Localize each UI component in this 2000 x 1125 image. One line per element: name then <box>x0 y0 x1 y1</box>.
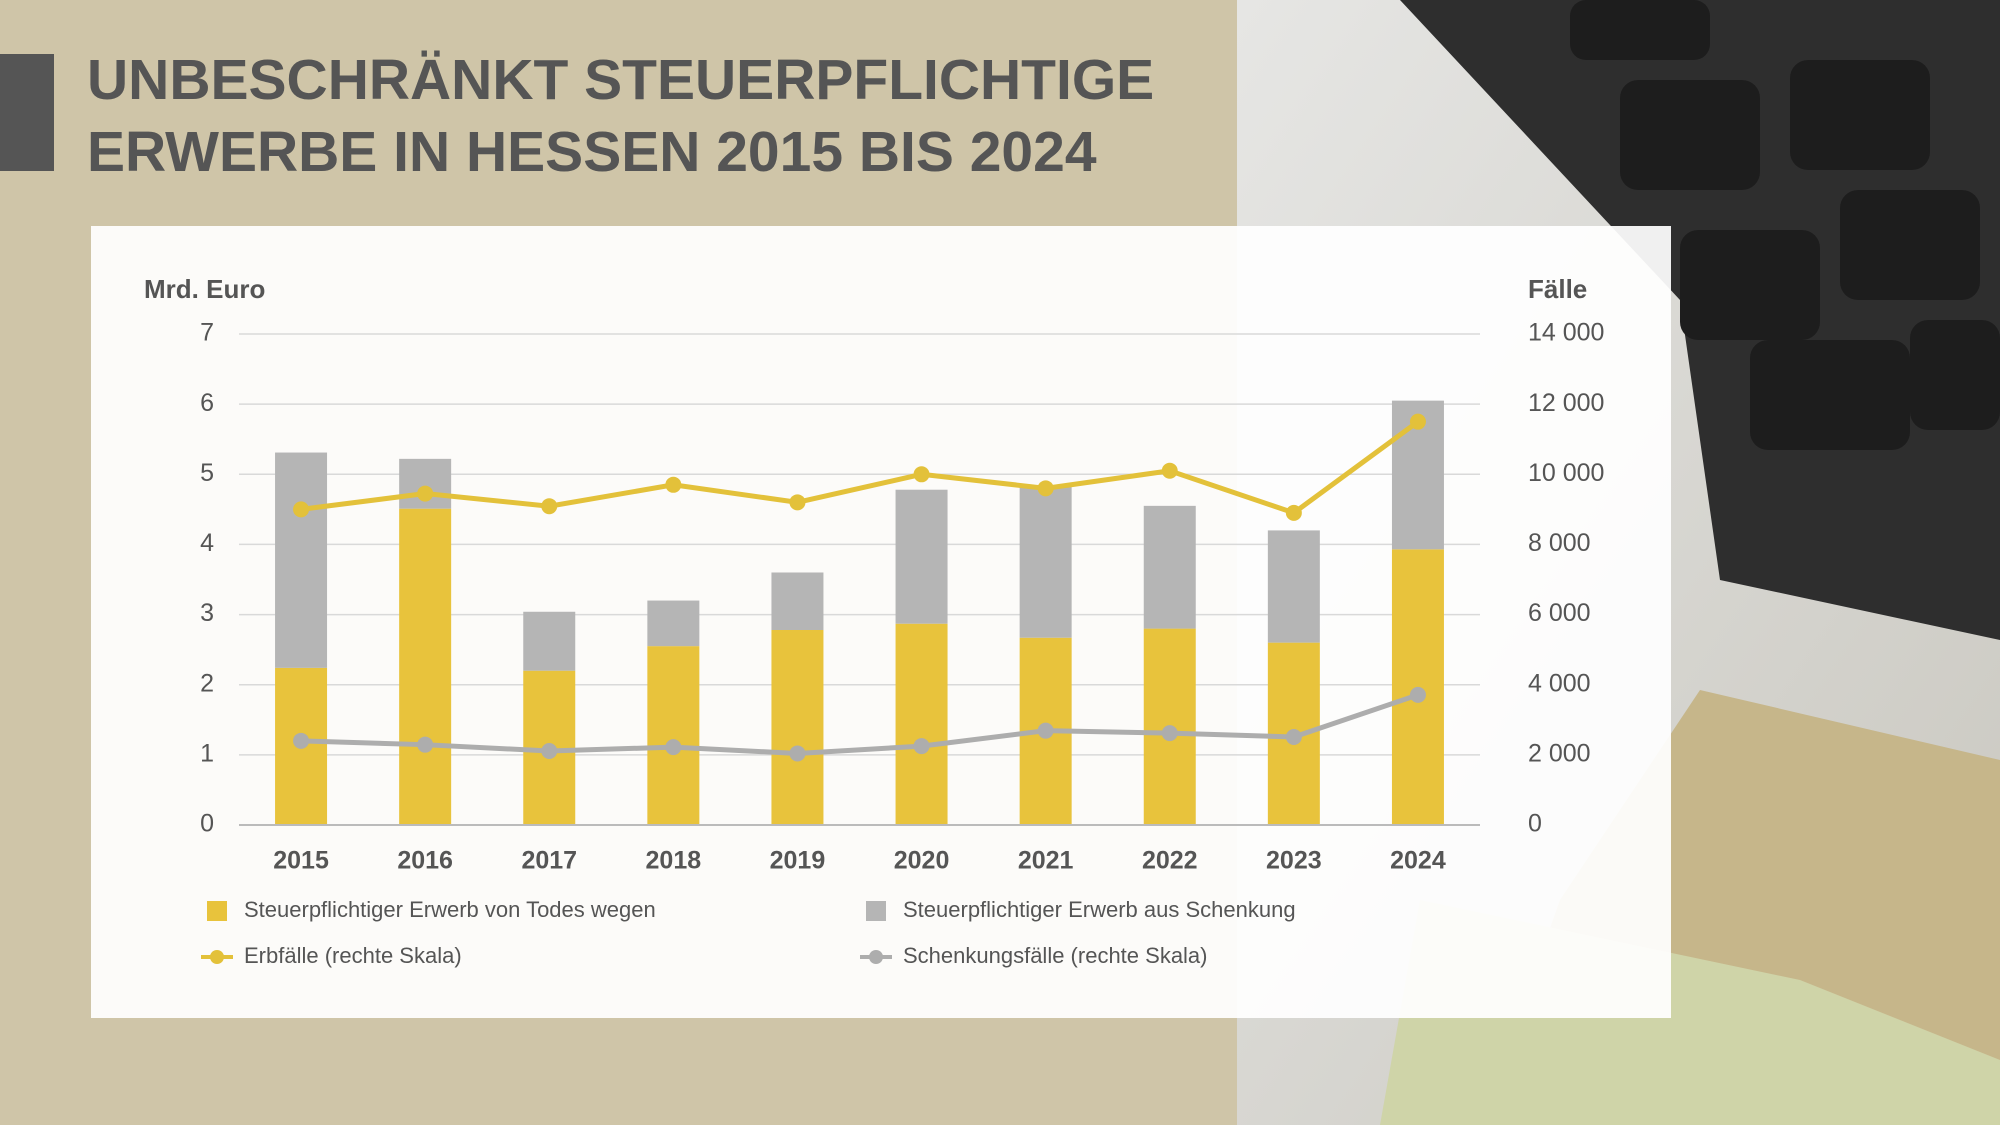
y2-tick-label: 8 000 <box>1528 529 1591 557</box>
x-tick-label: 2017 <box>521 847 577 875</box>
y2-tick-label: 14 000 <box>1528 319 1604 347</box>
x-tick-label: 2023 <box>1266 847 1322 875</box>
line-marker <box>1285 504 1302 521</box>
line <box>300 692 1419 756</box>
x-tick-label: 2016 <box>397 847 453 875</box>
line-marker <box>1037 480 1054 497</box>
title-accent <box>0 54 54 171</box>
legend-swatch <box>866 901 886 921</box>
legend-swatch <box>869 950 883 964</box>
line-marker <box>1409 686 1426 703</box>
bar <box>1143 505 1196 629</box>
chart-title: ERWERBE IN HESSEN 2015 BIS 2024 <box>87 120 1097 184</box>
line-marker <box>293 501 310 518</box>
line-marker <box>1409 413 1426 430</box>
y2-tick-label: 2 000 <box>1528 739 1591 767</box>
x-tick-label: 2018 <box>646 847 702 875</box>
line-marker <box>541 742 558 759</box>
line-marker <box>293 732 310 749</box>
line-marker <box>1037 722 1054 739</box>
bar <box>895 489 948 624</box>
legend-label: Erbfälle (rechte Skala) <box>244 943 462 968</box>
bar <box>647 600 700 647</box>
y-tick-label: 5 <box>200 459 214 487</box>
y-tick-label: 4 <box>200 529 214 557</box>
line-marker <box>789 745 806 762</box>
y2-tick-label: 6 000 <box>1528 599 1591 627</box>
legend-label: Schenkungsfälle (rechte Skala) <box>903 943 1208 968</box>
legend-swatch <box>210 950 224 964</box>
line <box>300 419 1420 516</box>
bar <box>523 611 576 671</box>
y2-tick-label: 10 000 <box>1528 459 1604 487</box>
x-tick-label: 2024 <box>1390 847 1446 875</box>
line-marker <box>1161 462 1178 479</box>
legend-label: Steuerpflichtiger Erwerb von Todes wegen <box>244 897 656 922</box>
bar <box>771 630 824 825</box>
y2-tick-label: 12 000 <box>1528 389 1604 417</box>
bar <box>895 623 948 825</box>
y2-tick-label: 0 <box>1528 810 1542 838</box>
legend-label: Steuerpflichtiger Erwerb aus Schenkung <box>903 897 1296 922</box>
y-tick-label: 0 <box>200 810 214 838</box>
y-tick-label: 6 <box>200 389 214 417</box>
x-tick-label: 2015 <box>273 847 329 875</box>
y-axis-label: Mrd. Euro <box>144 274 265 304</box>
bar <box>771 572 824 631</box>
y2-tick-label: 4 000 <box>1528 669 1591 697</box>
line-marker <box>913 466 930 483</box>
line-marker <box>665 739 682 756</box>
bar <box>1267 530 1320 643</box>
bar <box>275 452 328 668</box>
bar <box>1019 485 1072 638</box>
line-marker <box>417 736 434 753</box>
line-marker <box>1285 728 1302 745</box>
x-tick-label: 2021 <box>1018 847 1074 875</box>
legend-swatch <box>207 901 227 921</box>
chart-title: UNBESCHRÄNKT STEUERPFLICHTIGE <box>87 48 1154 112</box>
y-tick-label: 7 <box>200 319 214 347</box>
line-marker <box>541 498 558 515</box>
y2-axis-label: Fälle <box>1528 274 1587 304</box>
line-marker <box>665 476 682 493</box>
line-marker <box>1161 725 1178 742</box>
y-tick-label: 2 <box>200 669 214 697</box>
y-tick-label: 1 <box>200 739 214 767</box>
y-tick-label: 3 <box>200 599 214 627</box>
line-marker <box>913 738 930 755</box>
x-tick-label: 2022 <box>1142 847 1198 875</box>
x-tick-label: 2019 <box>770 847 826 875</box>
bar <box>647 646 700 825</box>
x-tick-label: 2020 <box>894 847 950 875</box>
line-marker <box>417 485 434 502</box>
line-marker <box>789 494 806 511</box>
bar <box>399 508 452 825</box>
